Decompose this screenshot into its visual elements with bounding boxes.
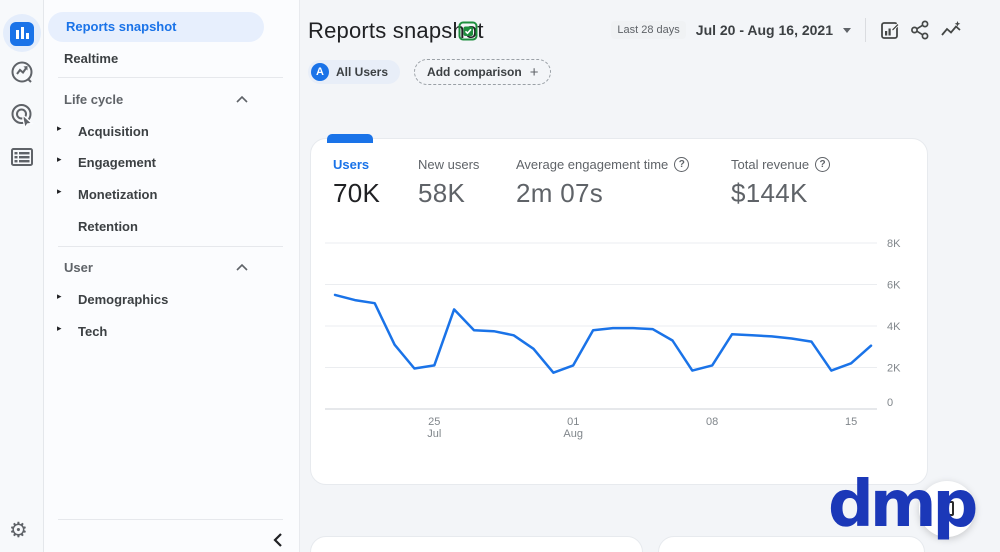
sidebar-item-demographics[interactable]: ▸ Demographics [44, 288, 300, 310]
expand-arrow-icon: ▸ [57, 187, 62, 197]
expand-arrow-icon: ▸ [57, 324, 62, 334]
date-range-text: Jul 20 - Aug 16, 2021 [695, 22, 833, 38]
watermark-badge [919, 481, 975, 537]
rail-reports-button[interactable] [0, 14, 44, 62]
expand-arrow-icon: ▸ [57, 155, 62, 165]
sidebar-section-life-cycle[interactable]: Life cycle [44, 88, 300, 110]
sidebar-item-label: Retention [78, 218, 138, 234]
help-icon[interactable]: ? [674, 157, 690, 172]
sidebar-item-retention[interactable]: Retention [44, 215, 300, 237]
watermark-logo: dmp [828, 468, 978, 542]
bottom-card-left [310, 536, 643, 552]
metric-value: 58K [418, 178, 466, 208]
metric-label: Average engagement time [516, 157, 669, 172]
customize-report-icon [881, 22, 900, 39]
svg-text:25: 25 [428, 416, 440, 428]
sidebar-item-acquisition[interactable]: ▸ Acquisition [44, 120, 300, 142]
reports-sidebar: Reports snapshot Realtime Life cycle ▸ A… [44, 0, 300, 552]
share-report-button[interactable] [910, 20, 930, 40]
chart-area: 0 2K 4K 6K 8K 25 Jul 01 Aug 08 15 [311, 229, 929, 459]
sidebar-item-label: Realtime [64, 50, 119, 66]
metric-label: Users [333, 157, 370, 172]
metric-label: New users [418, 157, 480, 172]
chevron-down-icon [843, 27, 851, 33]
reports-bar-chart-icon [10, 22, 34, 46]
report-checked-icon [458, 21, 478, 41]
metric-new-users[interactable]: New users 58K [418, 157, 479, 209]
sidebar-item-reports-snapshot[interactable]: Reports snapshot [48, 12, 264, 42]
sidebar-divider [58, 519, 283, 520]
insights-sparkline-icon [941, 21, 961, 36]
svg-text:08: 08 [706, 416, 718, 428]
watermark-mini-icon [943, 501, 954, 516]
svg-text:Jul: Jul [427, 428, 441, 440]
expand-arrow-icon: ▸ [57, 292, 62, 302]
admin-gear-icon[interactable]: ⚙ [9, 518, 28, 542]
sidebar-item-label: Demographics [78, 291, 169, 307]
sidebar-item-engagement[interactable]: ▸ Engagement [44, 151, 300, 173]
metric-label: Total revenue [731, 157, 810, 172]
rail-explore-button[interactable] [0, 58, 44, 102]
divider [865, 18, 866, 42]
chevron-up-icon [236, 264, 248, 271]
plus-icon: + [529, 63, 539, 81]
nav-rail: ⚙ [0, 0, 44, 552]
help-icon[interactable]: ? [815, 157, 831, 172]
advertising-icon [11, 104, 34, 129]
section-title: Life cycle [64, 91, 124, 107]
chevron-up-icon [236, 96, 248, 103]
sidebar-section-user[interactable]: User [44, 256, 300, 278]
svg-text:4K: 4K [887, 321, 901, 333]
svg-text:0: 0 [887, 397, 893, 409]
sidebar-item-monetization[interactable]: ▸ Monetization [44, 183, 300, 205]
date-range-preset-badge: Last 28 days [611, 21, 686, 39]
all-users-label: All Users [336, 65, 389, 79]
svg-text:6K: 6K [887, 280, 901, 292]
share-icon [911, 20, 929, 40]
insights-button[interactable] [940, 20, 962, 40]
main-content: Reports snapshot Last 28 days Jul 20 - A… [300, 0, 1000, 552]
overview-card: Users 70K New users 58K Average engageme… [310, 134, 929, 485]
page-title: Reports snapshot [308, 18, 484, 43]
collapse-sidebar-icon[interactable] [272, 532, 284, 548]
svg-text:01: 01 [567, 416, 579, 428]
sidebar-divider [58, 77, 283, 78]
rail-advertising-button[interactable] [0, 101, 44, 145]
rail-library-button[interactable] [0, 144, 44, 188]
library-list-icon [11, 148, 33, 166]
sidebar-item-label: Monetization [78, 186, 158, 202]
sidebar-item-label: Reports snapshot [66, 19, 177, 34]
header-actions: Last 28 days Jul 20 - Aug 16, 2021 [611, 18, 962, 42]
metric-avg-engagement-time[interactable]: Average engagement time ? 2m 07s [516, 157, 690, 209]
metric-value: 70K [333, 178, 381, 208]
metric-value: 2m 07s [516, 178, 604, 208]
all-users-chip[interactable]: A All Users [308, 60, 401, 84]
svg-text:2K: 2K [887, 363, 901, 375]
comparison-bar: A All Users Add comparison + [308, 59, 552, 85]
expand-arrow-icon: ▸ [57, 124, 62, 134]
sidebar-divider [58, 246, 283, 247]
svg-text:Aug: Aug [563, 428, 583, 440]
customize-report-button[interactable] [880, 20, 900, 40]
explore-icon [11, 61, 33, 83]
section-title: User [64, 259, 93, 275]
add-comparison-label: Add comparison [427, 65, 522, 79]
sidebar-item-label: Tech [78, 323, 108, 339]
selected-metric-indicator [327, 134, 373, 143]
metric-users[interactable]: Users 70K [333, 157, 380, 209]
metric-total-revenue[interactable]: Total revenue ? $144K [731, 157, 831, 209]
sidebar-item-realtime[interactable]: Realtime [44, 47, 300, 69]
date-range-selector[interactable]: Last 28 days Jul 20 - Aug 16, 2021 [611, 21, 851, 39]
sidebar-item-label: Engagement [78, 154, 157, 170]
sidebar-item-label: Acquisition [78, 123, 149, 139]
svg-text:15: 15 [845, 416, 857, 428]
avatar: A [311, 63, 329, 81]
add-comparison-button[interactable]: Add comparison + [414, 59, 552, 85]
sidebar-item-tech[interactable]: ▸ Tech [44, 320, 300, 342]
metric-value: $144K [731, 178, 808, 208]
svg-text:8K: 8K [887, 238, 901, 250]
